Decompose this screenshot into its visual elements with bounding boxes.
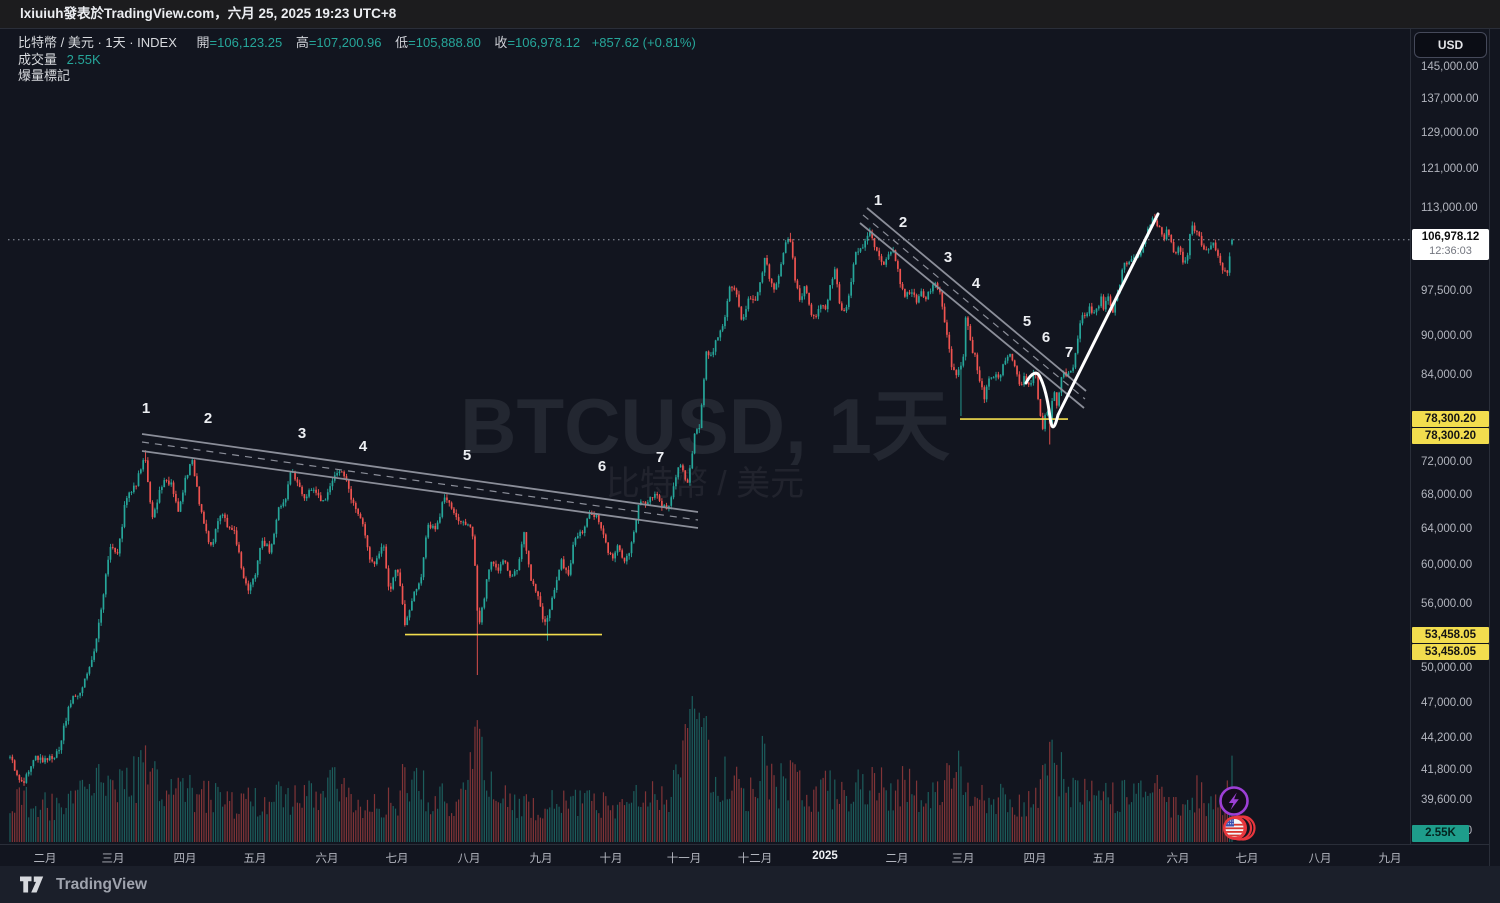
price-tick: 56,000.00 <box>1421 598 1473 611</box>
time-tick: 五月 <box>1092 853 1116 865</box>
wave-number: 3 <box>944 249 952 266</box>
price-alert-label: 53,458.05 <box>1412 626 1489 643</box>
time-tick: 五月 <box>243 853 267 865</box>
price-tick: 44,200.00 <box>1421 731 1473 744</box>
price-tick: 68,000.00 <box>1421 488 1473 501</box>
right-channel[interactable]: 12 3 4 567 <box>859 192 1087 409</box>
time-tick: 2025 <box>812 850 838 862</box>
tradingview-brand-link[interactable]: TradingView <box>56 875 148 893</box>
price-tick: 47,000.00 <box>1421 697 1473 710</box>
current-price-label: 106,978.12 12:36:03 <box>1412 228 1489 260</box>
time-tick: 四月 <box>1023 853 1047 865</box>
high-label: 高 <box>295 35 309 50</box>
chart-legend: 比特幣 / 美元 · 1天 · INDEX 開=106,123.25 高=107… <box>18 35 696 85</box>
time-tick: 三月 <box>101 853 125 865</box>
footer-bar: TradingView <box>0 866 1500 903</box>
svg-text:比特幣 / 美元: 比特幣 / 美元 <box>606 465 804 503</box>
wave-number: 4 <box>359 438 368 455</box>
wave-number: 7 <box>1065 344 1073 361</box>
time-tick: 八月 <box>1308 853 1332 865</box>
wave-number: 5 <box>1023 313 1031 330</box>
time-tick: 十二月 <box>737 853 773 865</box>
time-tick: 八月 <box>457 853 481 865</box>
currency-label: USD <box>1437 38 1464 52</box>
price-axis[interactable]: USD 106,978.12 12:36:03 2.55K 145,000.00… <box>1410 29 1489 844</box>
candlestick-series <box>9 213 1233 786</box>
price-alert-label: 78,300.20 <box>1412 411 1489 428</box>
volume-row: 成交量 2.55K <box>18 52 696 69</box>
price-tick: 90,000.00 <box>1421 330 1473 343</box>
tradingview-logo-icon[interactable] <box>20 875 47 894</box>
wave-number: 6 <box>598 458 606 475</box>
time-tick: 二月 <box>885 853 909 865</box>
wave-number: 7 <box>656 449 664 466</box>
price-tick: 41,800.00 <box>1421 763 1473 776</box>
time-axis[interactable]: 二月 三月 四月 五月 六月 七月 八月 九月 十月 十一月 十二月 2025 二月 三月 四月 五月 六月 七月… <box>0 844 1489 866</box>
time-tick: 三月 <box>951 853 975 865</box>
time-tick: 二月 <box>33 853 57 865</box>
chart-pane[interactable]: BTCUSD, 1天 比特幣 / 美元 1 2 3 4 5 6 7 1 2 3 4 5 6 7 比特幣 / 美… <box>0 28 1500 866</box>
wave-number: 4 <box>972 275 981 292</box>
change-value: +857.62 (+0.81%) <box>591 35 696 50</box>
time-tick: 九月 <box>529 853 553 865</box>
high-value: =107,200.96 <box>308 35 382 50</box>
volume-axis-badge: 2.55K <box>1412 825 1469 842</box>
time-tick: 九月 <box>1378 853 1402 865</box>
price-alert-label: 78,300.20 <box>1412 428 1489 445</box>
time-tick: 七月 <box>385 853 409 865</box>
wave-number: 3 <box>298 425 306 442</box>
attribution-bar: lxiuiuh發表於TradingView.com，六月 25, 2025 19… <box>0 0 1500 28</box>
price-tick: 50,000.00 <box>1421 662 1473 675</box>
attribution-text: lxiuiuh發表於TradingView.com，六月 25, 2025 19… <box>20 6 397 21</box>
price-tick: 84,000.00 <box>1421 369 1473 382</box>
wave-number: 5 <box>463 447 471 464</box>
price-tick: 64,000.00 <box>1421 522 1473 535</box>
pane-edge-divider <box>1489 29 1490 866</box>
close-value: =106,978.12 <box>507 35 581 50</box>
left-channel[interactable]: 1 2 3 4 5 6 7 <box>142 400 699 529</box>
low-label: 低 <box>395 35 409 50</box>
price-tick: 60,000.00 <box>1421 559 1473 572</box>
current-price-value: 106,978.12 <box>1421 230 1480 243</box>
indicator-row: 爆量標記 <box>18 68 696 85</box>
time-tick: 七月 <box>1235 853 1259 865</box>
projection-line[interactable] <box>1024 212 1160 429</box>
wave-number: 1 <box>874 192 882 209</box>
indicator-label[interactable]: 爆量標記 <box>18 68 71 83</box>
time-tick: 六月 <box>1166 853 1190 865</box>
time-tick: 十一月 <box>666 853 702 865</box>
close-label: 收 <box>494 35 508 50</box>
volume-series <box>9 696 1233 842</box>
price-tick: 129,000.00 <box>1421 127 1479 140</box>
wave-number: 6 <box>1042 329 1050 346</box>
time-tick: 六月 <box>315 853 339 865</box>
wave-number: 1 <box>142 400 150 417</box>
open-label: 開 <box>196 35 210 50</box>
price-tick: 39,600.00 <box>1421 794 1473 807</box>
volume-label[interactable]: 成交量 <box>18 51 58 67</box>
svg-text:BTCUSD, 1天: BTCUSD, 1天 <box>460 382 950 470</box>
price-tick: 145,000.00 <box>1421 61 1479 73</box>
open-value: =106,123.25 <box>209 35 283 50</box>
price-tick: 97,500.00 <box>1421 285 1473 298</box>
low-value: =105,888.80 <box>408 35 481 50</box>
price-tick: 113,000.00 <box>1421 201 1478 214</box>
price-tick: 72,000.00 <box>1421 456 1473 469</box>
wave-number: 2 <box>204 410 212 427</box>
price-tick: 137,000.00 <box>1421 93 1479 106</box>
volume-burst-icon[interactable] <box>1219 786 1249 816</box>
price-tick: 121,000.00 <box>1421 163 1479 176</box>
symbol-row: 比特幣 / 美元 · 1天 · INDEX 開=106,123.25 高=107… <box>18 35 696 52</box>
symbol-title[interactable]: 比特幣 / 美元 · 1天 · INDEX <box>18 35 177 50</box>
currency-button[interactable]: USD <box>1414 32 1487 58</box>
time-tick: 四月 <box>173 853 197 865</box>
wave-number: 2 <box>899 214 907 231</box>
bar-countdown: 12:36:03 <box>1429 244 1472 257</box>
time-tick: 十月 <box>599 853 623 865</box>
price-alert-label: 53,458.05 <box>1412 643 1489 660</box>
economic-event-flag-icon[interactable] <box>1223 815 1256 841</box>
volume-value: 2.55K <box>66 51 101 67</box>
